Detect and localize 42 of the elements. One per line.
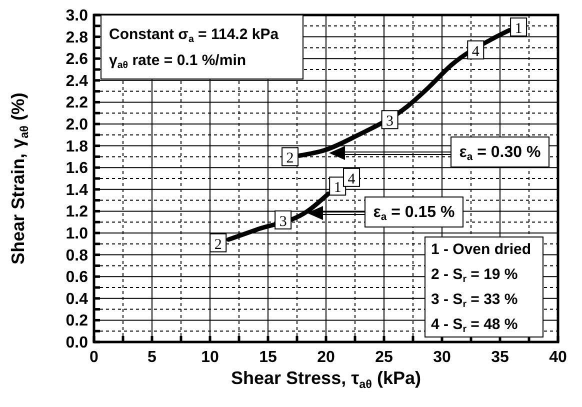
y-tick-label: 2.8 (66, 29, 88, 46)
y-tick-label: 1.0 (66, 226, 88, 242)
annotation: 4 - S$_{r}$ = 48 % (431, 316, 518, 335)
x-tick-label: 10 (201, 349, 219, 366)
y-tick-label: 0.0 (66, 334, 88, 352)
y-tick-label: 2.2 (66, 94, 88, 112)
x-tick-label: 30 (433, 349, 451, 366)
x-axis-title: Shear Stress, τ$_{aθ}$ (kPa) (231, 368, 421, 391)
y-tick-label: 0.8 (66, 247, 88, 264)
annotation: 1 - Oven dried (431, 241, 532, 258)
y-tick-label: 2.4 (66, 72, 88, 90)
y-tick-label: 1.8 (66, 138, 88, 156)
annotation: 4 (472, 44, 480, 60)
annotation: ε$_{a}$ = 0.15 % (373, 204, 455, 223)
x-tick-label: 20 (317, 349, 335, 366)
annotation: 2 (214, 236, 222, 253)
x-tick-label: 0 (90, 349, 99, 366)
annotation: 2 - S$_{r}$ = 19 % (431, 266, 518, 285)
annotation: 3 - S$_{r}$ = 33 % (431, 291, 518, 310)
annotation: Constant σ$_{a}$ = 114.2 kPa (109, 26, 280, 45)
y-tick-label: 3.0 (66, 8, 88, 24)
annotation: 1 (334, 180, 342, 196)
y-tick-label: 0.6 (66, 269, 88, 286)
y-tick-label: 2.6 (66, 51, 88, 68)
y-tick-label: 2.0 (66, 116, 88, 134)
annotation: 1 (514, 20, 522, 37)
y-tick-label: 1.6 (66, 160, 88, 178)
x-tick-label: 35 (491, 349, 509, 366)
x-tick-label: 25 (375, 349, 393, 366)
annotation: 3 (279, 214, 287, 230)
annotation: 2 (286, 150, 294, 167)
y-tick-label: 0.4 (66, 290, 88, 308)
annotation: 4 (348, 171, 356, 188)
annotation: ε$_{a}$ = 0.30 % (459, 144, 541, 163)
x-tick-label: 40 (549, 349, 567, 366)
y-tick-label: 1.4 (66, 182, 88, 199)
x-tick-label: 15 (259, 349, 277, 366)
y-tick-label: 1.2 (66, 204, 88, 221)
x-tick-label: 5 (148, 349, 157, 366)
annotation: γ$_{aθ}$ rate = 0.1 %/min (109, 52, 246, 71)
y-tick-label: 0.2 (66, 312, 88, 330)
annotation: 3 (386, 114, 394, 130)
